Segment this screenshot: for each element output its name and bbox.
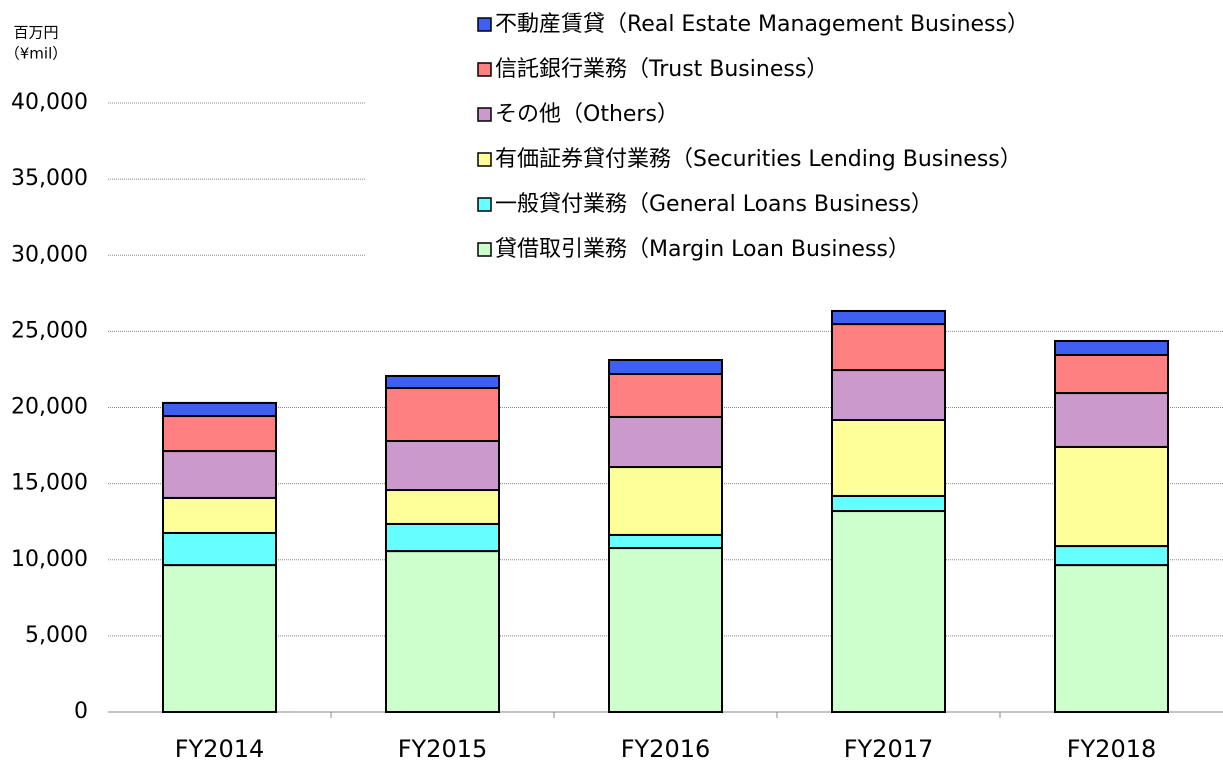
x-tick-label: FY2018 bbox=[1067, 735, 1157, 760]
bar-segment bbox=[831, 369, 946, 421]
y-tick-label: 15,000 bbox=[11, 471, 88, 496]
bar-segment bbox=[385, 387, 500, 442]
bar-segment bbox=[608, 466, 723, 536]
legend-swatch bbox=[477, 17, 492, 32]
legend-label: 信託銀行業務（Trust Business） bbox=[495, 57, 828, 82]
bar-segment bbox=[1054, 445, 1169, 548]
bar-segment bbox=[608, 373, 723, 418]
y-tick-label: 30,000 bbox=[11, 242, 88, 267]
legend-swatch bbox=[477, 152, 492, 167]
bar-segment bbox=[1054, 339, 1169, 356]
x-tick-label: FY2015 bbox=[398, 735, 488, 760]
legend-swatch bbox=[477, 62, 492, 77]
y-tick-label: 40,000 bbox=[11, 90, 88, 115]
legend-label: その他（Others） bbox=[495, 102, 679, 127]
legend-label: 貸借取引業務（Margin Loan Business） bbox=[495, 237, 910, 262]
bar-segment bbox=[1054, 545, 1169, 567]
bar-segment bbox=[608, 533, 723, 550]
bar-segment bbox=[831, 309, 946, 326]
legend-label: 不動産賃貸（Real Estate Management Business） bbox=[495, 12, 1029, 37]
y-tick-label: 0 bbox=[74, 699, 88, 724]
y-tick-label: 10,000 bbox=[11, 547, 88, 572]
bar-segment bbox=[1054, 392, 1169, 448]
y-tick-label: 25,000 bbox=[11, 318, 88, 343]
bar-segment bbox=[162, 401, 277, 418]
bar-segment bbox=[385, 522, 500, 553]
bar-segment bbox=[831, 418, 946, 497]
x-tick-label: FY2017 bbox=[844, 735, 934, 760]
legend-label: 一般貸付業務（General Loans Business） bbox=[495, 192, 933, 217]
bar-segment bbox=[162, 450, 277, 499]
y-unit: 百万円 bbox=[13, 24, 58, 42]
bar-segment bbox=[608, 415, 723, 469]
bar-segment bbox=[831, 323, 946, 372]
bar-segment bbox=[608, 358, 723, 376]
legend-swatch bbox=[477, 107, 492, 122]
bar-segment bbox=[385, 374, 500, 390]
legend-label: 有価証券貸付業務（Securities Lending Business） bbox=[495, 147, 1022, 172]
bar-segment bbox=[1054, 564, 1169, 713]
y-unit-sub: （¥mil） bbox=[5, 45, 68, 63]
x-tick-label: FY2014 bbox=[175, 735, 265, 760]
bar-segment bbox=[162, 564, 277, 713]
legend-swatch bbox=[477, 197, 492, 212]
bar-segment bbox=[385, 439, 500, 492]
y-tick-label: 20,000 bbox=[11, 395, 88, 420]
bar-segment bbox=[385, 550, 500, 714]
x-tick-label: FY2016 bbox=[621, 735, 711, 760]
legend-bg bbox=[365, 0, 1223, 280]
bar-segment bbox=[1054, 353, 1169, 395]
bar-segment bbox=[831, 494, 946, 513]
bar-segment bbox=[162, 415, 277, 453]
bar-segment bbox=[831, 510, 946, 713]
bar-segment bbox=[608, 547, 723, 713]
bar-segment bbox=[162, 496, 277, 534]
y-tick-label: 5,000 bbox=[25, 623, 88, 648]
bar-segment bbox=[162, 531, 277, 567]
y-tick-label: 35,000 bbox=[11, 166, 88, 191]
legend-swatch bbox=[477, 242, 492, 257]
bar-segment bbox=[385, 489, 500, 525]
